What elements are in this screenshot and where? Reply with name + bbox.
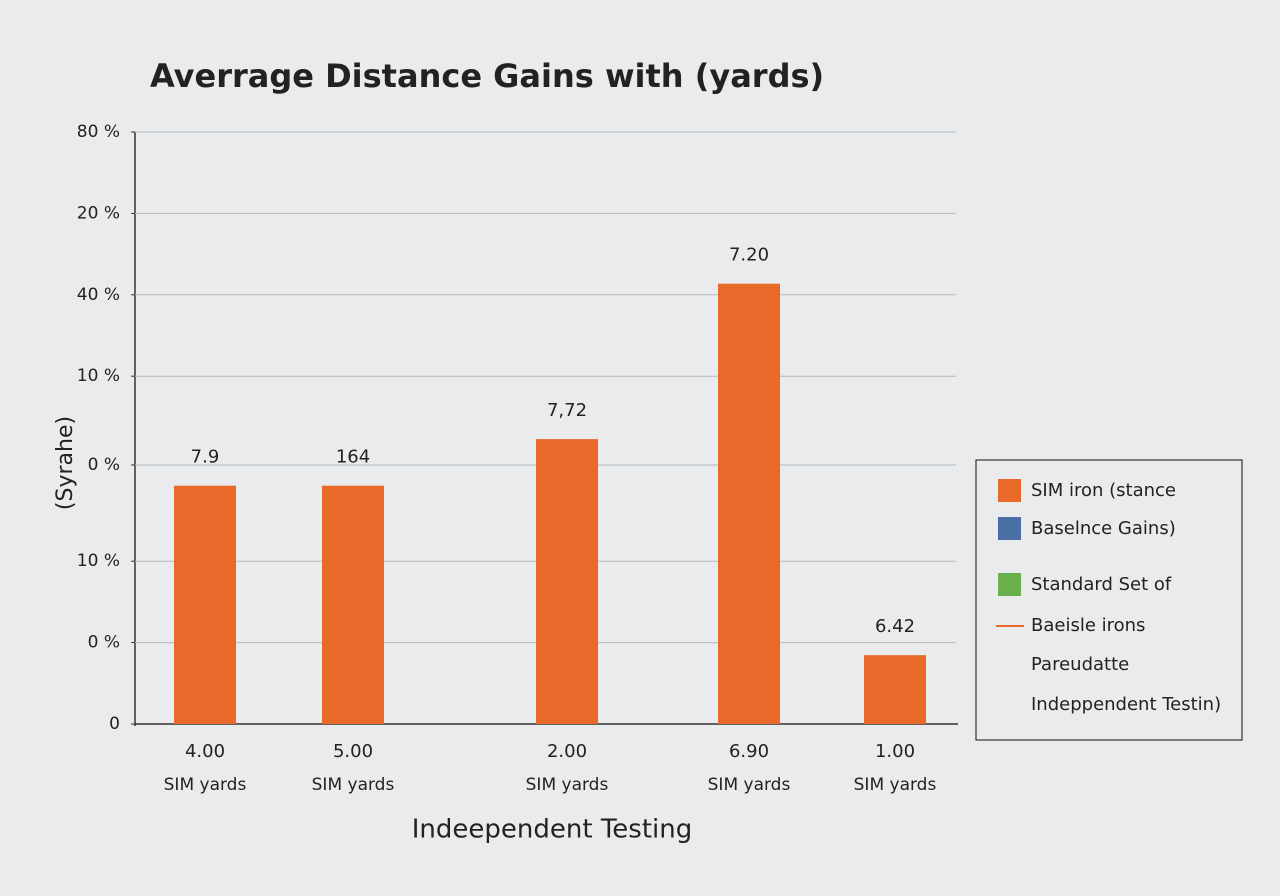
legend-swatch	[998, 517, 1021, 540]
x-tick-sublabel: SIM yards	[312, 775, 395, 795]
x-tick-sublabel: SIM yards	[526, 775, 609, 795]
x-tick-label: 6.90	[729, 741, 769, 762]
legend-label: SIM iron (stance	[1031, 480, 1176, 501]
bar	[718, 283, 780, 724]
bar-annotation: 7.9	[191, 447, 220, 468]
chart-title: Averrage Distance Gains with (yards)	[150, 57, 824, 95]
x-tick-sublabel: SIM yards	[854, 775, 937, 795]
bar-annotation: 164	[336, 447, 370, 468]
x-tick-label: 4.00	[185, 741, 225, 762]
y-tick-label: 10 %	[77, 551, 120, 571]
legend-label: Baeisle irons	[1031, 615, 1145, 636]
bar-annotation: 7,72	[547, 400, 587, 421]
y-tick-label: 10 %	[77, 366, 120, 386]
bar-annotation: 6.42	[875, 616, 915, 637]
bar	[536, 439, 598, 724]
legend-swatch	[998, 573, 1021, 596]
y-tick-label: 0 %	[88, 455, 120, 475]
bar	[322, 485, 384, 724]
y-tick-label: 80 %	[77, 122, 120, 142]
legend-label: Standard Set of	[1031, 574, 1172, 595]
legend-box	[975, 459, 1243, 741]
y-tick-label: 20 %	[77, 203, 120, 223]
legend-swatch	[998, 479, 1021, 502]
legend-label: Pareudatte	[1031, 654, 1129, 675]
x-tick-label: 5.00	[333, 741, 373, 762]
bar	[864, 655, 926, 724]
bar-annotation: 7.20	[729, 245, 769, 266]
x-tick-label: 2.00	[547, 741, 587, 762]
legend-label: Indeppendent Testin)	[1031, 694, 1221, 715]
x-tick-label: 1.00	[875, 741, 915, 762]
y-tick-label: 0 %	[88, 633, 120, 653]
x-tick-sublabel: SIM yards	[164, 775, 247, 795]
y-tick-label: 0	[109, 714, 120, 734]
bar	[174, 485, 236, 724]
x-tick-sublabel: SIM yards	[708, 775, 791, 795]
y-tick-label: 40 %	[77, 285, 120, 305]
x-axis-label: Indeependent Testing	[412, 815, 692, 845]
legend-label: Baselnce Gains)	[1031, 518, 1176, 539]
y-axis-label: (Syrahe)	[53, 416, 78, 510]
